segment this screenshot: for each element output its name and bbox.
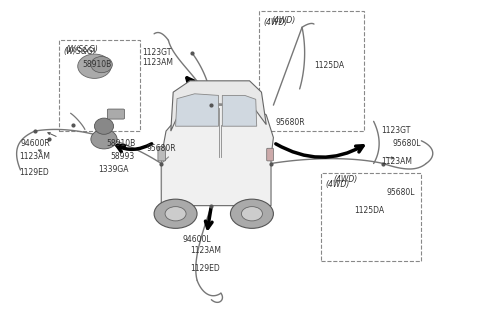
Text: 95680L: 95680L [393, 139, 421, 148]
Text: 58910B: 58910B [83, 60, 112, 69]
Text: 94600R: 94600R [21, 139, 50, 148]
Text: (W/S&G): (W/S&G) [66, 45, 99, 54]
Circle shape [165, 207, 186, 221]
Text: 58910B: 58910B [107, 139, 136, 148]
Text: 1123AM: 1123AM [142, 58, 173, 67]
Circle shape [230, 199, 274, 228]
Text: 1123GT: 1123GT [381, 126, 410, 135]
FancyBboxPatch shape [108, 109, 124, 119]
Text: (4WD): (4WD) [333, 175, 357, 184]
Text: 1339GA: 1339GA [98, 165, 128, 174]
Text: 1123AM: 1123AM [381, 157, 412, 166]
Text: (W/S&G): (W/S&G) [63, 47, 96, 56]
Text: (4WD): (4WD) [326, 180, 350, 189]
Text: 1123AM: 1123AM [190, 246, 221, 255]
Text: (4WD): (4WD) [271, 16, 295, 25]
FancyBboxPatch shape [267, 148, 274, 161]
Text: 94600L: 94600L [183, 235, 211, 244]
Text: 58993: 58993 [110, 152, 134, 161]
Circle shape [154, 199, 197, 228]
Ellipse shape [95, 118, 114, 134]
Circle shape [241, 207, 263, 221]
Text: 1125DA: 1125DA [314, 61, 344, 70]
Text: 1123GT: 1123GT [142, 48, 171, 58]
FancyBboxPatch shape [158, 146, 166, 161]
Text: 1129ED: 1129ED [20, 168, 49, 177]
Polygon shape [161, 105, 274, 206]
Text: (4WD): (4WD) [264, 18, 288, 26]
Ellipse shape [91, 57, 112, 73]
Text: 95680L: 95680L [387, 188, 416, 197]
Polygon shape [171, 81, 266, 131]
Text: 95680R: 95680R [276, 118, 305, 127]
Text: 1125DA: 1125DA [355, 206, 384, 215]
Text: 95680R: 95680R [147, 144, 177, 153]
Text: 1123AM: 1123AM [20, 152, 50, 161]
Ellipse shape [91, 129, 117, 149]
Polygon shape [222, 95, 257, 126]
Text: 1129ED: 1129ED [190, 264, 220, 273]
Polygon shape [176, 94, 218, 126]
Ellipse shape [78, 54, 111, 78]
